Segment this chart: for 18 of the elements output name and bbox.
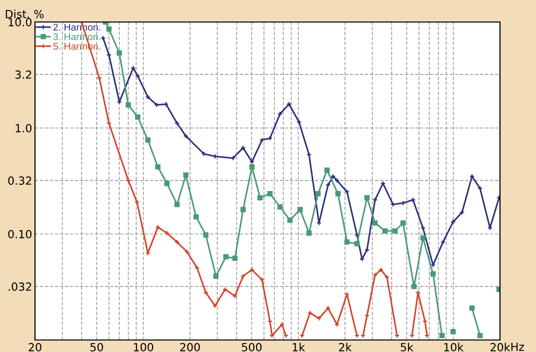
y-tick-label: 0.32 (8, 176, 32, 185)
y-tick-label: .032 (8, 282, 32, 291)
y-tick-label: 1.0 (16, 124, 32, 132)
x-tick-label: 200 (180, 342, 200, 352)
x-tick-label: 100 (134, 342, 154, 352)
y-axis-title: Dist. % (6, 10, 44, 18)
x-tick-label: 20 (28, 342, 42, 352)
x-tick-label: 20k (490, 342, 510, 352)
x-axis-title: Hz (511, 342, 524, 351)
x-tick-label: 1k (292, 342, 306, 352)
x-tick-label: 5k (400, 342, 414, 352)
x-tick-label: 50 (90, 342, 104, 352)
y-tick-label: 3.2 (15, 70, 32, 79)
x-tick-label: 2k (339, 342, 352, 352)
x-tick-label: 10k (444, 342, 464, 352)
x-tick-label: 500 (242, 342, 262, 352)
y-tick-label: 0.10 (8, 230, 32, 238)
y-tick-label: 10.0 (8, 18, 32, 26)
